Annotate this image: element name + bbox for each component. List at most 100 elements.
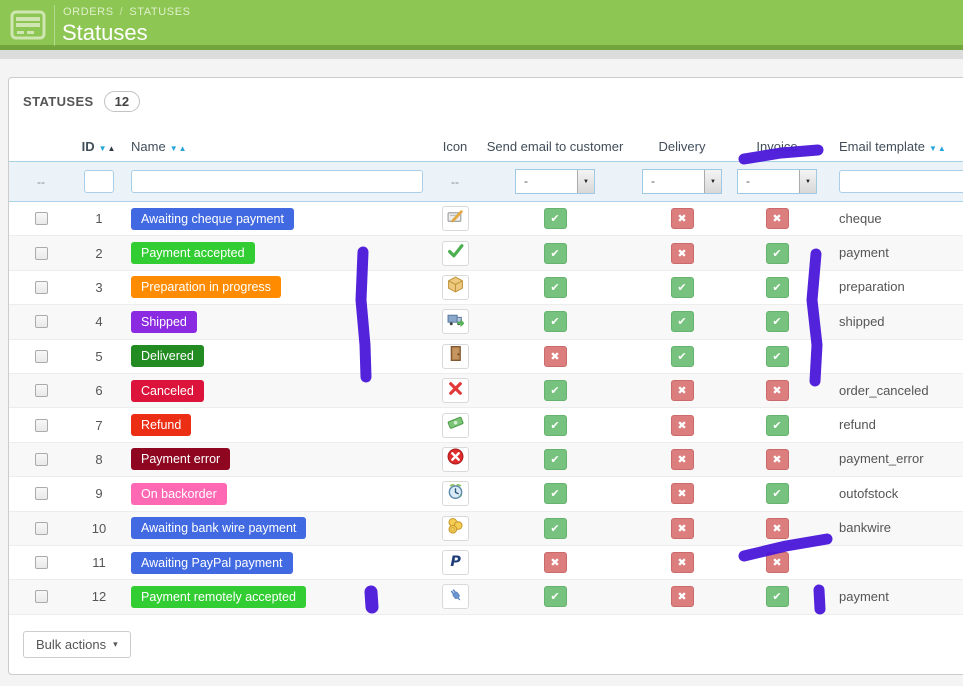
invoice-toggle[interactable]: ✖ <box>765 208 789 230</box>
send-email-toggle[interactable]: ✔ <box>543 242 567 264</box>
row-checkbox[interactable] <box>34 487 48 501</box>
delivery-toggle[interactable]: ✔ <box>670 276 694 298</box>
filter-checkbox-placeholder: -- <box>37 174 45 189</box>
invoice-toggle[interactable]: ✔ <box>765 311 789 333</box>
column-header-icon: Icon <box>442 139 468 154</box>
sort-desc-icon[interactable]: ▼ <box>98 144 108 153</box>
invoice-toggle[interactable]: ✔ <box>765 414 789 436</box>
delivery-toggle[interactable]: ✖ <box>670 380 694 402</box>
status-badge[interactable]: Delivered <box>131 345 204 368</box>
delivery-toggle[interactable]: ✖ <box>670 552 694 574</box>
delivery-toggle[interactable]: ✖ <box>670 242 694 264</box>
row-id: 4 <box>95 314 103 330</box>
status-badge[interactable]: Awaiting bank wire payment <box>131 517 307 540</box>
delivery-toggle[interactable]: ✖ <box>670 517 694 539</box>
send-email-toggle[interactable]: ✔ <box>543 208 567 230</box>
svg-text:P: P <box>450 553 461 568</box>
status-badge[interactable]: Awaiting cheque payment <box>131 207 294 230</box>
status-badge[interactable]: On backorder <box>131 482 227 505</box>
row-checkbox[interactable] <box>34 315 48 329</box>
column-header-name[interactable]: Name ▼▲ <box>131 139 188 154</box>
filter-invoice-select[interactable]: - ▼ <box>737 169 817 194</box>
status-badge[interactable]: Canceled <box>131 379 204 402</box>
send-email-toggle[interactable]: ✔ <box>543 311 567 333</box>
email-template-cell: cheque <box>839 210 882 226</box>
row-checkbox[interactable] <box>34 349 48 363</box>
invoice-toggle[interactable]: ✔ <box>765 276 789 298</box>
row-checkbox[interactable] <box>34 556 48 570</box>
status-icon-box <box>441 343 469 369</box>
select-arrow-icon: ▼ <box>799 170 816 193</box>
header-shadow-strip <box>0 50 963 59</box>
table-row: 5 Delivered ✖ ✔ ✔ <box>9 339 963 374</box>
send-email-toggle[interactable]: ✔ <box>543 586 567 608</box>
status-badge[interactable]: Awaiting PayPal payment <box>131 551 293 574</box>
send-email-toggle[interactable]: ✖ <box>543 345 567 367</box>
cheque-icon <box>447 208 464 230</box>
column-header-send-email: Send email to customer <box>486 139 624 154</box>
delivery-toggle[interactable]: ✔ <box>670 311 694 333</box>
row-checkbox[interactable] <box>34 521 48 535</box>
status-icon-box <box>441 274 469 300</box>
select-value: - <box>746 174 750 188</box>
row-checkbox[interactable] <box>34 452 48 466</box>
status-badge[interactable]: Payment error <box>131 448 231 471</box>
table-row: 3 Preparation in progress ✔ ✔ ✔ preparat… <box>9 270 963 306</box>
filter-delivery-select[interactable]: - ▼ <box>642 169 722 194</box>
row-checkbox[interactable] <box>34 590 48 604</box>
delivery-toggle[interactable]: ✖ <box>670 208 694 230</box>
row-checkbox[interactable] <box>34 212 48 226</box>
delivery-toggle[interactable]: ✖ <box>670 448 694 470</box>
filter-id-input[interactable] <box>84 170 114 193</box>
email-template-cell: order_canceled <box>839 382 929 398</box>
row-checkbox[interactable] <box>34 246 48 260</box>
email-template-cell: shipped <box>839 313 885 329</box>
filter-name-input[interactable] <box>131 170 423 193</box>
invoice-toggle[interactable]: ✔ <box>765 586 789 608</box>
panel-title: STATUSES <box>23 94 94 109</box>
invoice-toggle[interactable]: ✖ <box>765 552 789 574</box>
breadcrumb-statuses-link[interactable]: STATUSES <box>129 6 191 18</box>
sort-asc-icon[interactable]: ▲ <box>107 144 117 153</box>
send-email-toggle[interactable]: ✔ <box>543 448 567 470</box>
status-badge[interactable]: Payment remotely accepted <box>131 585 306 608</box>
status-badge[interactable]: Shipped <box>131 310 197 333</box>
invoice-toggle[interactable]: ✖ <box>765 448 789 470</box>
select-arrow-icon: ▼ <box>577 170 594 193</box>
invoice-toggle[interactable]: ✔ <box>765 242 789 264</box>
status-badge[interactable]: Payment accepted <box>131 242 255 265</box>
send-email-toggle[interactable]: ✔ <box>543 414 567 436</box>
delivery-toggle[interactable]: ✖ <box>670 483 694 505</box>
row-checkbox[interactable] <box>34 384 48 398</box>
breadcrumb-orders-link[interactable]: ORDERS <box>63 6 114 18</box>
invoice-toggle[interactable]: ✔ <box>765 483 789 505</box>
invoice-toggle[interactable]: ✖ <box>765 517 789 539</box>
delivery-toggle[interactable]: ✖ <box>670 414 694 436</box>
sort-desc-icon[interactable]: ▼ <box>169 144 179 153</box>
table-row: 6 Canceled ✔ ✖ ✖ order_canceled <box>9 373 963 409</box>
row-checkbox[interactable] <box>34 418 48 432</box>
sort-asc-icon[interactable]: ▲ <box>937 144 947 153</box>
send-email-toggle[interactable]: ✔ <box>543 380 567 402</box>
column-header-id[interactable]: ID ▼▲ <box>82 139 117 154</box>
send-email-toggle[interactable]: ✔ <box>543 517 567 539</box>
filter-email-template-input[interactable] <box>839 170 963 193</box>
status-icon-box <box>441 309 469 335</box>
bulk-actions-button[interactable]: Bulk actions ▾ <box>23 630 131 658</box>
delivery-toggle[interactable]: ✔ <box>670 345 694 367</box>
invoice-toggle[interactable]: ✔ <box>765 345 789 367</box>
column-header-email-template[interactable]: Email template ▼▲ <box>839 139 947 154</box>
delivery-toggle[interactable]: ✖ <box>670 586 694 608</box>
status-badge[interactable]: Preparation in progress <box>131 276 281 299</box>
status-badge[interactable]: Refund <box>131 414 192 437</box>
send-email-toggle[interactable]: ✔ <box>543 276 567 298</box>
email-template-cell: payment <box>839 245 889 261</box>
send-email-toggle[interactable]: ✔ <box>543 483 567 505</box>
row-checkbox[interactable] <box>34 280 48 294</box>
send-email-toggle[interactable]: ✖ <box>543 552 567 574</box>
sort-asc-icon[interactable]: ▲ <box>178 144 188 153</box>
truck-icon <box>447 311 464 333</box>
filter-send-email-select[interactable]: - ▼ <box>515 169 595 194</box>
invoice-toggle[interactable]: ✖ <box>765 380 789 402</box>
sort-desc-icon[interactable]: ▼ <box>928 144 938 153</box>
